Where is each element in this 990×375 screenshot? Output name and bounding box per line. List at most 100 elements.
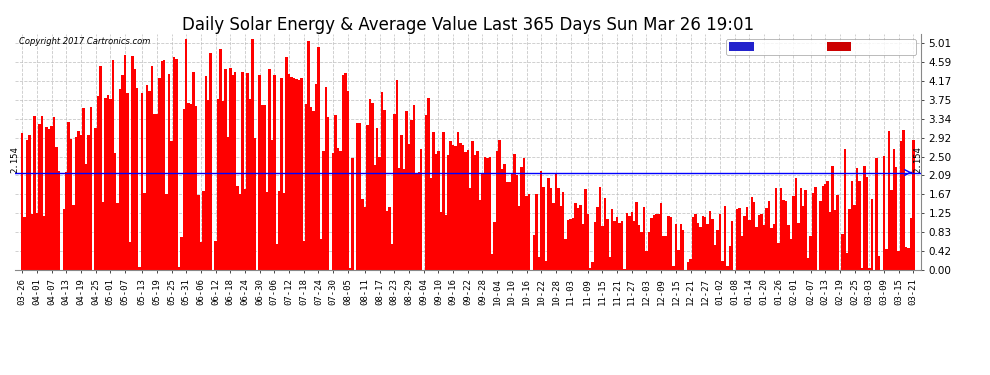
Bar (43, 216, 46, 270)
Bar (234, 72, 237, 270)
Bar (283, 193, 285, 270)
Bar (699, 227, 702, 270)
Bar (332, 153, 335, 270)
Bar (38, 124, 41, 270)
Bar (584, 189, 586, 270)
Bar (36, 213, 38, 270)
Bar (792, 196, 795, 270)
Bar (158, 78, 160, 270)
Bar (21, 133, 24, 270)
Bar (177, 267, 180, 270)
Bar (342, 75, 345, 270)
Bar (636, 202, 638, 270)
Bar (337, 148, 340, 270)
Bar (493, 222, 496, 270)
Bar (484, 157, 486, 270)
Bar (885, 249, 888, 270)
Bar (846, 254, 848, 270)
Bar (812, 193, 814, 270)
Bar (619, 223, 621, 270)
Bar (540, 171, 543, 270)
Bar (398, 168, 400, 270)
Bar (215, 242, 217, 270)
Bar (428, 98, 430, 270)
Bar (261, 105, 263, 270)
Bar (376, 128, 378, 270)
Bar (190, 104, 192, 270)
Bar (312, 111, 315, 270)
Bar (244, 189, 247, 270)
Bar (878, 256, 880, 270)
Bar (57, 171, 60, 270)
Bar (910, 217, 912, 270)
Bar (295, 79, 298, 270)
Bar (905, 247, 907, 270)
Bar (863, 166, 865, 270)
Bar (614, 221, 616, 270)
Bar (516, 175, 518, 270)
Bar (251, 39, 253, 270)
Bar (368, 99, 371, 270)
Bar (29, 135, 31, 270)
Title: Daily Solar Energy & Average Value Last 365 Days Sun Mar 26 19:01: Daily Solar Energy & Average Value Last … (182, 16, 753, 34)
Bar (694, 214, 697, 270)
Bar (567, 220, 569, 270)
Bar (403, 169, 405, 270)
Bar (633, 220, 636, 270)
Bar (31, 214, 34, 270)
Bar (134, 69, 136, 270)
Bar (293, 78, 295, 270)
Bar (790, 239, 792, 270)
Bar (435, 154, 438, 270)
Bar (596, 207, 599, 270)
Bar (721, 261, 724, 270)
Bar (139, 267, 141, 270)
Bar (327, 117, 330, 270)
Bar (268, 69, 270, 270)
Bar (579, 204, 581, 270)
Bar (767, 201, 770, 270)
Bar (383, 110, 386, 270)
Bar (449, 141, 451, 270)
Bar (586, 214, 589, 270)
Bar (559, 206, 562, 270)
Bar (745, 207, 748, 270)
Bar (865, 177, 868, 270)
Bar (829, 212, 832, 270)
Bar (415, 173, 418, 270)
Bar (702, 216, 704, 270)
Bar (832, 166, 834, 270)
Bar (247, 74, 248, 270)
Bar (305, 104, 308, 270)
Bar (594, 222, 596, 270)
Bar (538, 257, 540, 270)
Bar (366, 125, 368, 270)
Bar (895, 166, 898, 270)
Bar (652, 215, 655, 270)
Bar (748, 220, 750, 270)
Bar (496, 150, 498, 270)
Bar (486, 158, 489, 270)
Bar (229, 68, 232, 270)
Bar (280, 78, 283, 270)
Bar (564, 239, 567, 270)
Bar (153, 114, 155, 270)
Bar (898, 251, 900, 270)
Bar (843, 148, 846, 270)
Bar (258, 75, 261, 270)
Bar (381, 92, 383, 270)
Bar (523, 158, 526, 270)
Bar (405, 111, 408, 270)
Bar (606, 219, 609, 270)
Bar (288, 74, 290, 270)
Bar (232, 75, 234, 270)
Bar (170, 141, 173, 270)
Bar (513, 154, 516, 270)
Bar (491, 254, 493, 270)
Bar (459, 143, 461, 270)
Bar (552, 203, 554, 270)
Bar (650, 218, 652, 270)
Bar (396, 80, 398, 270)
Bar (717, 230, 719, 270)
Bar (433, 132, 435, 270)
